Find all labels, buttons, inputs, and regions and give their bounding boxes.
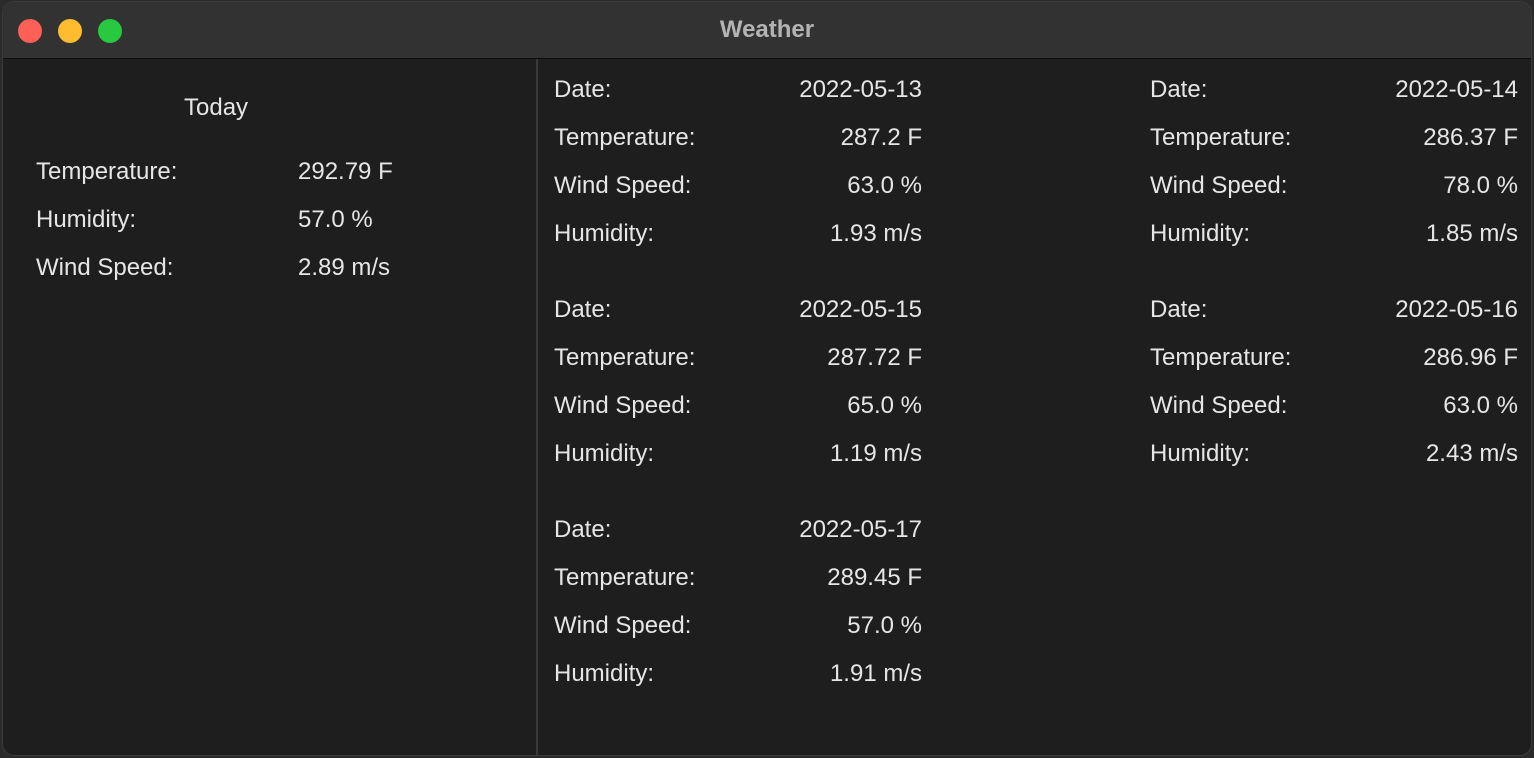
forecast-humidity-row: Humidity: 1.93 m/s — [554, 219, 922, 249]
forecast-humidity-row: Humidity: 1.91 m/s — [554, 659, 922, 689]
forecast-date-value: 2022-05-16 — [1395, 296, 1518, 323]
forecast-humidity-label: Humidity: — [1150, 220, 1251, 247]
forecast-wind-speed-label: Wind Speed: — [554, 612, 692, 639]
forecast-temperature-label: Temperature: — [554, 124, 696, 151]
forecast-card: Date: 2022-05-14 Temperature: 286.37 F W… — [1150, 75, 1518, 265]
weather-window: Weather Today Temperature: 292.79 F Humi… — [3, 2, 1531, 755]
forecast-date-row: Date: 2022-05-14 — [1150, 75, 1518, 105]
panel-divider — [536, 59, 538, 755]
forecast-temperature-label: Temperature: — [554, 344, 696, 371]
forecast-humidity-label: Humidity: — [554, 660, 655, 687]
forecast-humidity-value: 1.19 m/s — [829, 440, 922, 467]
forecast-card: Date: 2022-05-17 Temperature: 289.45 F W… — [554, 515, 922, 705]
forecast-humidity-value: 1.93 m/s — [829, 220, 922, 247]
forecast-temperature-row: Temperature: 287.2 F — [554, 123, 922, 153]
forecast-date-label: Date: — [554, 516, 612, 543]
forecast-wind-speed-row: Wind Speed: 78.0 % — [1150, 171, 1518, 201]
forecast-humidity-value: 1.85 m/s — [1425, 220, 1518, 247]
forecast-wind-speed-row: Wind Speed: 63.0 % — [1150, 391, 1518, 421]
forecast-wind-speed-label: Wind Speed: — [554, 392, 692, 419]
forecast-wind-speed-value: 63.0 % — [1443, 392, 1518, 419]
forecast-temperature-label: Temperature: — [1150, 344, 1292, 371]
forecast-wind-speed-label: Wind Speed: — [1150, 172, 1288, 199]
forecast-humidity-row: Humidity: 2.43 m/s — [1150, 439, 1518, 469]
forecast-date-row: Date: 2022-05-13 — [554, 75, 922, 105]
forecast-date-row: Date: 2022-05-17 — [554, 515, 922, 545]
today-humidity-value: 57.0 % — [298, 206, 373, 233]
forecast-humidity-label: Humidity: — [554, 220, 655, 247]
forecast-date-value: 2022-05-14 — [1395, 76, 1518, 103]
forecast-wind-speed-row: Wind Speed: 65.0 % — [554, 391, 922, 421]
forecast-date-label: Date: — [554, 296, 612, 323]
forecast-temperature-value: 287.2 F — [840, 124, 922, 151]
today-humidity-label: Humidity: — [36, 206, 137, 233]
forecast-temperature-value: 286.96 F — [1423, 344, 1518, 371]
forecast-date-value: 2022-05-13 — [799, 76, 922, 103]
forecast-date-value: 2022-05-15 — [799, 296, 922, 323]
forecast-temperature-row: Temperature: 286.37 F — [1150, 123, 1518, 153]
forecast-wind-speed-label: Wind Speed: — [554, 172, 692, 199]
forecast-wind-speed-row: Wind Speed: 57.0 % — [554, 611, 922, 641]
forecast-temperature-value: 289.45 F — [827, 564, 922, 591]
forecast-wind-speed-label: Wind Speed: — [1150, 392, 1288, 419]
forecast-wind-speed-value: 78.0 % — [1443, 172, 1518, 199]
forecast-date-label: Date: — [1150, 296, 1208, 323]
forecast-temperature-value: 286.37 F — [1423, 124, 1518, 151]
forecast-card: Date: 2022-05-16 Temperature: 286.96 F W… — [1150, 295, 1518, 485]
today-temperature-row: Temperature: 292.79 F — [36, 157, 456, 187]
forecast-wind-speed-value: 65.0 % — [847, 392, 922, 419]
today-humidity-row: Humidity: 57.0 % — [36, 205, 456, 235]
today-panel: Today Temperature: 292.79 F Humidity: 57… — [3, 59, 536, 755]
minimize-window-button[interactable] — [58, 19, 82, 43]
forecast-card: Date: 2022-05-13 Temperature: 287.2 F Wi… — [554, 75, 922, 265]
forecast-card: Date: 2022-05-15 Temperature: 287.72 F W… — [554, 295, 922, 485]
forecast-date-label: Date: — [1150, 76, 1208, 103]
forecast-humidity-row: Humidity: 1.85 m/s — [1150, 219, 1518, 249]
forecast-wind-speed-value: 63.0 % — [847, 172, 922, 199]
forecast-humidity-row: Humidity: 1.19 m/s — [554, 439, 922, 469]
forecast-date-row: Date: 2022-05-16 — [1150, 295, 1518, 325]
today-wind-speed-value: 2.89 m/s — [298, 254, 391, 281]
forecast-wind-speed-row: Wind Speed: 63.0 % — [554, 171, 922, 201]
today-heading: Today — [184, 94, 249, 121]
forecast-temperature-row: Temperature: 286.96 F — [1150, 343, 1518, 373]
forecast-date-value: 2022-05-17 — [799, 516, 922, 543]
forecast-date-label: Date: — [554, 76, 612, 103]
forecast-temperature-row: Temperature: 287.72 F — [554, 343, 922, 373]
forecast-temperature-value: 287.72 F — [827, 344, 922, 371]
forecast-wind-speed-value: 57.0 % — [847, 612, 922, 639]
forecast-humidity-label: Humidity: — [554, 440, 655, 467]
forecast-temperature-row: Temperature: 289.45 F — [554, 563, 922, 593]
title-bar: Weather — [3, 2, 1531, 59]
main-content: Today Temperature: 292.79 F Humidity: 57… — [3, 59, 1531, 755]
forecast-humidity-value: 1.91 m/s — [829, 660, 922, 687]
zoom-window-button[interactable] — [98, 19, 122, 43]
forecast-date-row: Date: 2022-05-15 — [554, 295, 922, 325]
forecast-temperature-label: Temperature: — [554, 564, 696, 591]
forecast-temperature-label: Temperature: — [1150, 124, 1292, 151]
today-wind-speed-label: Wind Speed: — [36, 254, 174, 281]
today-wind-speed-row: Wind Speed: 2.89 m/s — [36, 253, 456, 283]
forecast-humidity-value: 2.43 m/s — [1425, 440, 1518, 467]
today-temperature-value: 292.79 F — [298, 158, 393, 185]
window-title: Weather — [719, 16, 815, 43]
forecast-humidity-label: Humidity: — [1150, 440, 1251, 467]
close-window-button[interactable] — [18, 19, 42, 43]
today-temperature-label: Temperature: — [36, 158, 178, 185]
